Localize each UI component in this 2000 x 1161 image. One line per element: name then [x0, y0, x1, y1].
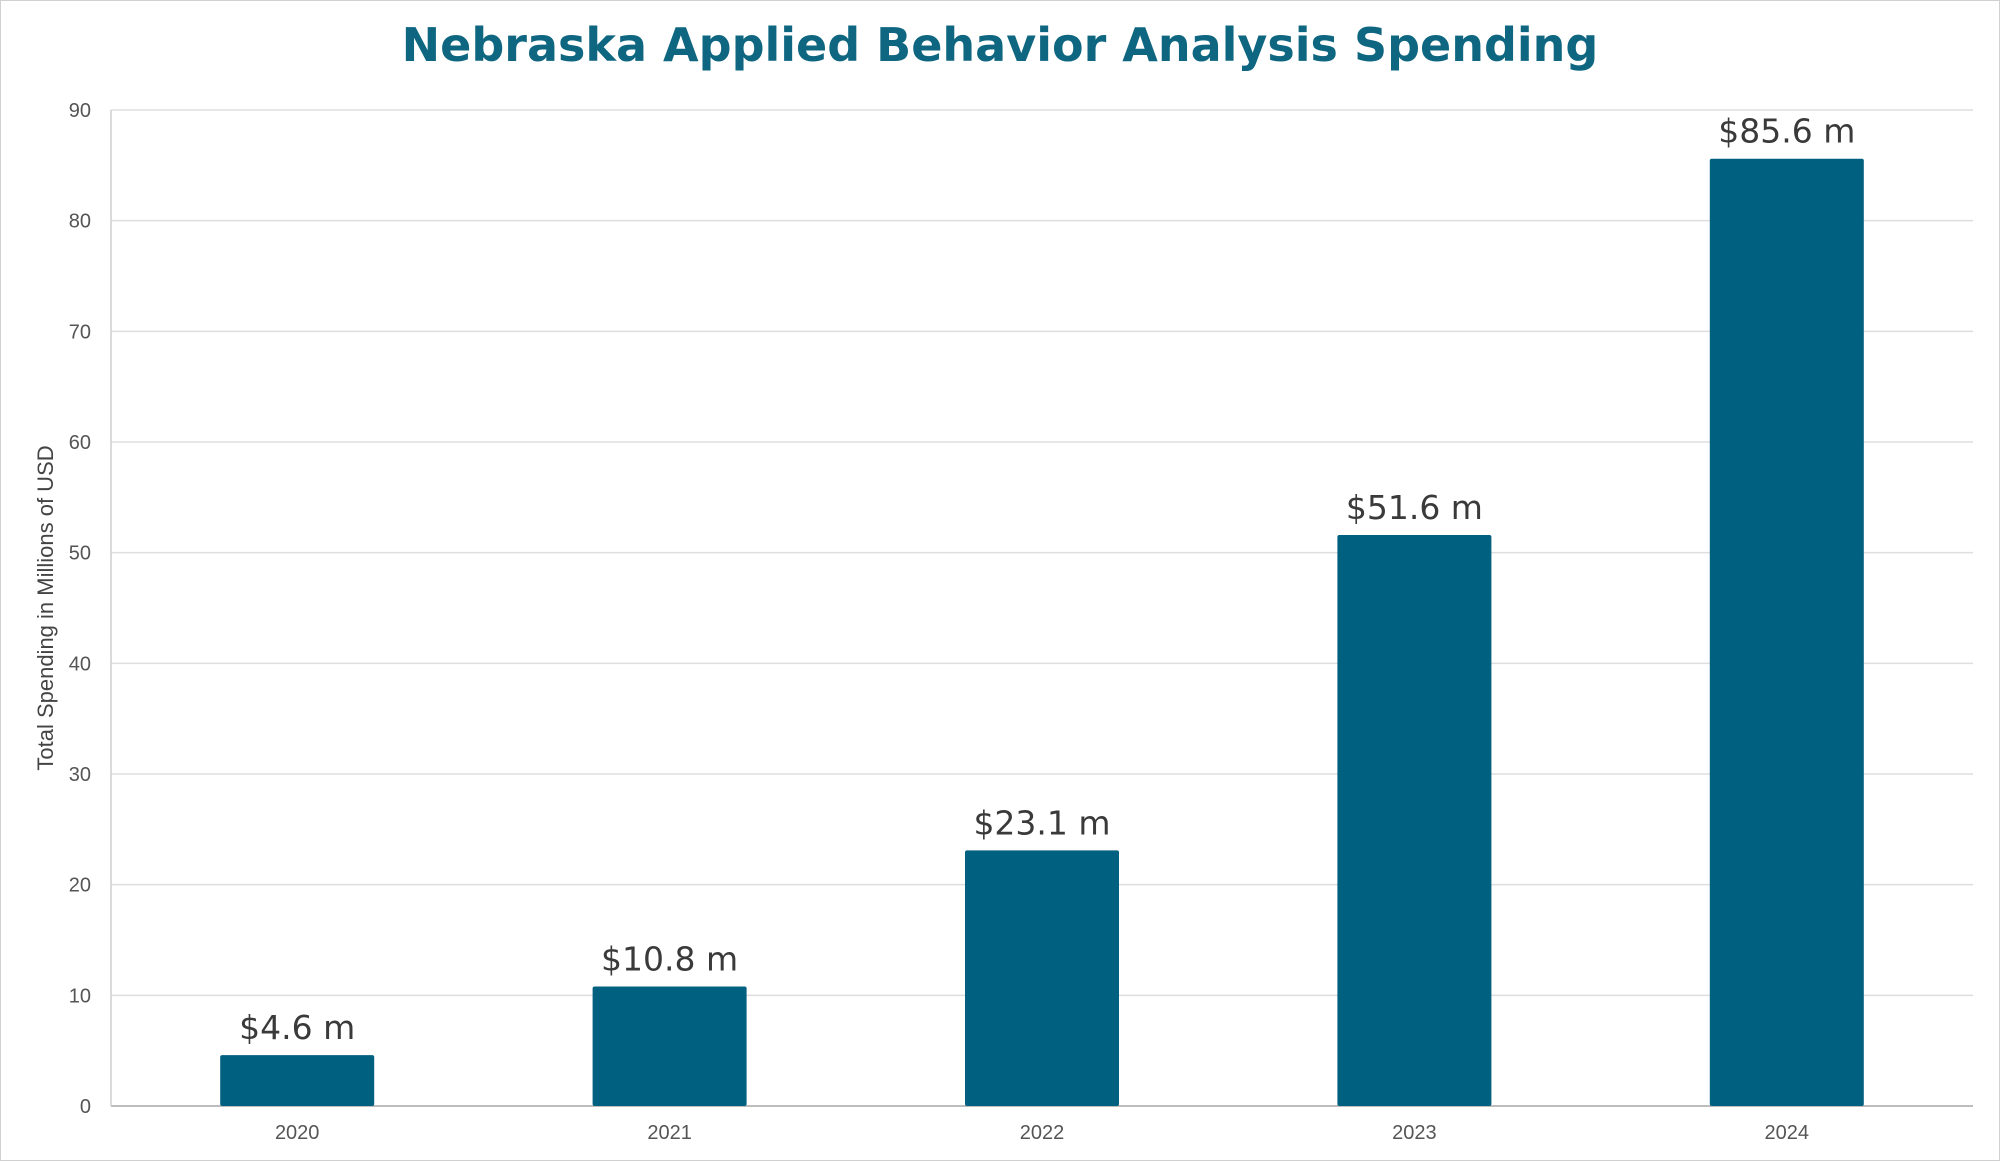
- y-tick-label: 70: [69, 321, 91, 343]
- x-tick-label: 2021: [647, 1122, 692, 1144]
- x-tick-label: 2023: [1392, 1122, 1437, 1144]
- y-tick-label: 50: [69, 543, 91, 565]
- y-tick-label: 60: [69, 432, 91, 454]
- y-tick-label: 90: [69, 100, 91, 122]
- bar: [965, 850, 1119, 1106]
- y-tick-label: 30: [69, 764, 91, 786]
- x-tick-label: 2024: [1765, 1122, 1810, 1144]
- y-tick-label: 10: [69, 985, 91, 1007]
- bar: [1709, 158, 1864, 1106]
- data-label: $23.1 m: [973, 803, 1110, 842]
- data-label: $10.8 m: [601, 939, 738, 978]
- y-tick-label: 40: [69, 653, 91, 675]
- data-label: $4.6 m: [239, 1008, 355, 1047]
- y-tick-label: 80: [69, 211, 91, 233]
- bar: [220, 1055, 375, 1106]
- data-label: $85.6 m: [1718, 112, 1855, 151]
- y-tick-label: 0: [80, 1096, 91, 1118]
- y-tick-label: 20: [69, 875, 91, 897]
- chart-title: Nebraska Applied Behavior Analysis Spend…: [401, 18, 1599, 72]
- x-tick-label: 2020: [275, 1122, 320, 1144]
- data-label: $51.6 m: [1346, 488, 1483, 527]
- bar: [1337, 534, 1492, 1106]
- bar: [592, 986, 747, 1106]
- x-tick-label: 2022: [1020, 1122, 1065, 1144]
